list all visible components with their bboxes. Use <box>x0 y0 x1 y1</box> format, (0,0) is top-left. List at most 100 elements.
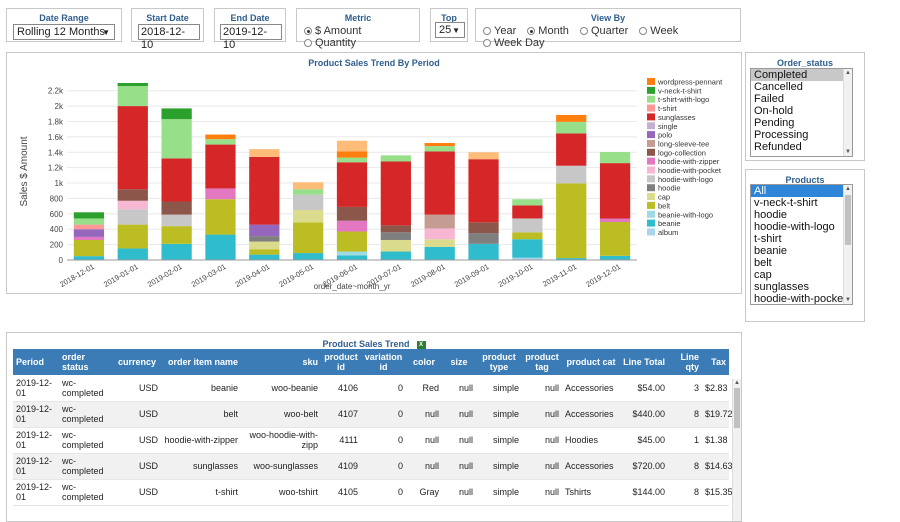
bar-segment[interactable] <box>512 218 543 233</box>
bar-segment[interactable] <box>512 199 543 206</box>
bar-segment[interactable] <box>468 243 499 260</box>
bar-segment[interactable] <box>336 255 368 260</box>
legend-label[interactable]: belt <box>658 201 671 210</box>
view-by-year-radio[interactable]: Year <box>483 25 516 37</box>
table-row[interactable]: 2019-12-01 wc-completed USD t-shirt woo-tshi… <box>13 479 733 506</box>
bar-segment[interactable] <box>117 106 148 190</box>
bar-segment[interactable] <box>336 231 368 252</box>
bar-segment[interactable] <box>117 200 148 210</box>
bar-segment[interactable] <box>73 218 105 225</box>
end-date-input[interactable]: 2019-12-10 <box>220 24 282 51</box>
bar-segment[interactable] <box>73 224 105 230</box>
order-status-option[interactable]: Failed <box>754 93 784 105</box>
bar-segment[interactable] <box>556 114 587 122</box>
column-header[interactable]: product cat <box>562 349 620 375</box>
bar-segment[interactable] <box>556 183 587 259</box>
bar-segment[interactable] <box>249 149 280 157</box>
bar-segment[interactable] <box>293 182 324 190</box>
bar-segment[interactable] <box>73 239 105 257</box>
bar-segment[interactable] <box>424 143 455 147</box>
column-header[interactable]: product type <box>476 349 522 375</box>
bar-segment[interactable] <box>117 209 148 225</box>
bar-segment[interactable] <box>556 121 587 134</box>
bar-segment[interactable] <box>380 155 411 162</box>
legend-label[interactable]: t-shirt-with-logo <box>658 95 709 104</box>
bar-segment[interactable] <box>380 161 411 226</box>
bar-segment[interactable] <box>117 248 148 260</box>
bar-segment[interactable] <box>205 199 236 235</box>
bar-segment[interactable] <box>424 146 455 152</box>
table-row[interactable]: 2019-12-01 wc-completed USD beanie woo-beani… <box>13 375 729 402</box>
legend-label[interactable]: single <box>658 122 678 131</box>
legend-label[interactable]: logo-collection <box>658 148 706 157</box>
bar-segment[interactable] <box>161 108 192 120</box>
column-header[interactable]: size <box>442 349 476 375</box>
bar-segment[interactable] <box>161 214 192 227</box>
legend-label[interactable]: wordpress-pennant <box>657 78 723 87</box>
bar-segment[interactable] <box>161 226 192 244</box>
scroll-up-icon[interactable]: ▲ <box>845 70 851 76</box>
column-header[interactable]: Tax <box>702 349 729 375</box>
legend-label[interactable]: hoodie-with-zipper <box>658 157 720 166</box>
products-scroll-thumb[interactable] <box>845 195 851 245</box>
legend-label[interactable]: polo <box>658 131 672 140</box>
bar-segment[interactable] <box>336 162 368 207</box>
bar-segment[interactable] <box>249 224 280 237</box>
bar-segment[interactable] <box>468 222 499 234</box>
bar-segment[interactable] <box>336 140 368 152</box>
bar-segment[interactable] <box>380 239 411 252</box>
legend-label[interactable]: hoodie <box>658 184 681 193</box>
products-option[interactable]: hoodie <box>754 209 788 221</box>
bar-segment[interactable] <box>599 255 631 260</box>
bar-segment[interactable] <box>599 152 631 164</box>
bar-segment[interactable] <box>512 205 543 219</box>
bar-segment[interactable] <box>73 229 105 237</box>
column-header[interactable]: sku <box>241 349 321 375</box>
bar-segment[interactable] <box>249 249 280 255</box>
bar-segment[interactable] <box>293 222 324 254</box>
scroll-down-icon[interactable]: ▼ <box>845 297 851 303</box>
bar-segment[interactable] <box>117 189 148 201</box>
table-row[interactable]: 2019-12-01 wc-completed USD belt woo-belt 410… <box>13 401 733 428</box>
products-option[interactable]: sunglasses <box>754 281 810 293</box>
column-header[interactable]: order item name <box>161 349 241 375</box>
bar-segment[interactable] <box>424 214 455 229</box>
view-by-weekday-radio[interactable]: Week Day <box>483 37 545 49</box>
bar-segment[interactable] <box>380 251 411 260</box>
bar-segment[interactable] <box>336 251 368 256</box>
bar-segment[interactable] <box>73 256 105 260</box>
scroll-up-icon[interactable]: ▲ <box>734 380 740 386</box>
top-select[interactable]: 25 ▼ <box>435 22 465 38</box>
products-option[interactable]: t-shirt <box>754 233 782 245</box>
bar-segment[interactable] <box>424 151 455 215</box>
metric-amount-radio[interactable]: $ Amount <box>304 25 361 37</box>
bar-segment[interactable] <box>512 257 543 260</box>
order-status-option[interactable]: Completed <box>751 69 852 81</box>
order-status-option[interactable]: Processing <box>754 129 809 141</box>
bar-segment[interactable] <box>380 225 411 233</box>
bar-segment[interactable] <box>73 212 105 219</box>
excel-export-icon[interactable]: X <box>416 341 426 350</box>
bar-segment[interactable] <box>249 236 280 242</box>
legend-label[interactable]: long-sleeve-tee <box>658 139 709 148</box>
legend-label[interactable]: v-neck-t-shirt <box>658 86 702 95</box>
bar-segment[interactable] <box>293 189 324 195</box>
order-status-option[interactable]: On-hold <box>754 105 794 117</box>
legend-label[interactable]: beanie <box>658 219 681 228</box>
scroll-up-icon[interactable]: ▲ <box>845 186 851 192</box>
products-option[interactable]: cap <box>754 269 772 281</box>
bar-segment[interactable] <box>117 86 148 107</box>
products-listbox[interactable]: All v-neck-t-shirt hoodie hoodie-with-logo t… <box>750 184 853 305</box>
legend-label[interactable]: hoodie-with-logo <box>658 175 713 184</box>
bar-segment[interactable] <box>336 220 368 232</box>
column-header[interactable]: Period <box>13 349 59 375</box>
table-row[interactable]: 2019-12-01 wc-completed USD hoodie-with-zip… <box>13 427 729 454</box>
column-header[interactable]: Line qty <box>668 349 702 375</box>
view-by-week-radio[interactable]: Week <box>639 25 678 37</box>
bar-segment[interactable] <box>599 163 631 219</box>
table-row[interactable]: 2019-12-01 wc-completed USD sunglasses woo-s… <box>13 453 733 480</box>
bar-segment[interactable] <box>205 234 236 260</box>
products-option[interactable]: All <box>751 185 852 197</box>
date-range-select[interactable]: Rolling 12 Months ▼ <box>13 24 115 40</box>
column-header[interactable]: color <box>406 349 442 375</box>
